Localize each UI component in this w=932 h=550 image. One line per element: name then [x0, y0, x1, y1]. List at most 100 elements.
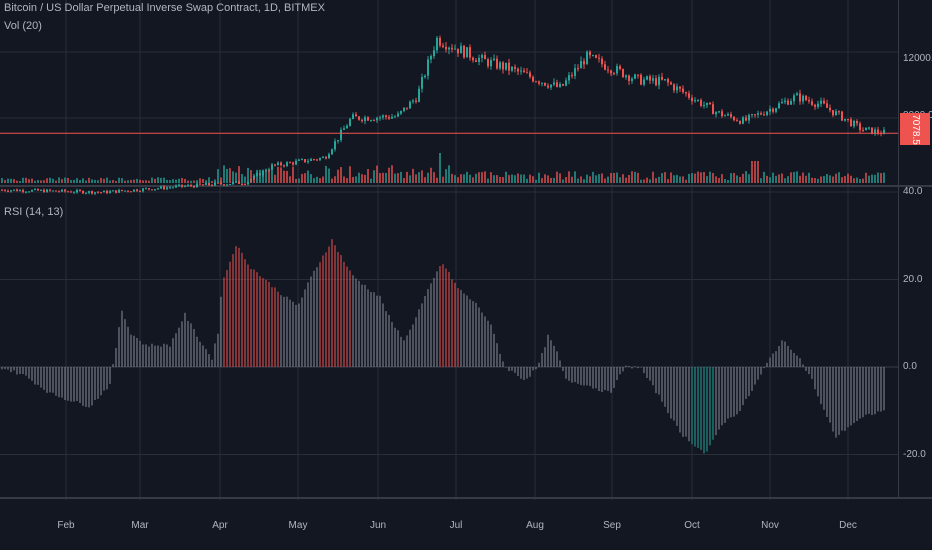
volume-bar	[37, 180, 39, 183]
candle-body	[181, 184, 183, 187]
candle-body	[292, 162, 294, 165]
volume-bar	[193, 180, 195, 183]
volume-bar	[712, 173, 714, 183]
candle-body	[721, 111, 723, 117]
volume-bar	[283, 170, 285, 183]
volume-bar	[247, 167, 249, 183]
candle-body	[688, 93, 690, 98]
volume-indicator-label[interactable]: Vol (20)	[4, 20, 42, 32]
candle-body	[112, 190, 114, 192]
candle-body	[46, 189, 48, 193]
candle-body	[295, 160, 297, 165]
volume-bar	[487, 178, 489, 183]
candle-body	[301, 159, 303, 161]
candle-body	[511, 66, 513, 71]
volume-bar	[478, 172, 480, 183]
volume-bar	[343, 176, 345, 183]
candle-body	[52, 190, 54, 192]
volume-bar	[514, 175, 516, 183]
volume-bar	[502, 177, 504, 183]
volume-bar	[79, 180, 81, 183]
candle-body	[490, 60, 492, 67]
candle-body	[31, 189, 33, 192]
candle-body	[634, 74, 636, 79]
volume-bar	[568, 171, 570, 183]
candle-body	[529, 72, 531, 77]
volume-bar	[616, 172, 618, 183]
volume-bar	[130, 179, 132, 183]
volume-bar	[181, 177, 183, 183]
volume-bar	[733, 172, 735, 183]
candle-body	[55, 190, 57, 192]
volume-bar	[67, 177, 69, 183]
volume-bar	[40, 180, 42, 183]
volume-bar	[73, 179, 75, 183]
candle-body	[367, 117, 369, 121]
candle-body	[676, 86, 678, 91]
volume-bar	[352, 176, 354, 183]
candle-body	[121, 189, 123, 191]
candle-body	[10, 190, 12, 192]
candle-body	[616, 66, 618, 74]
candle-body	[7, 190, 9, 192]
volume-bar	[304, 173, 306, 183]
candle-body	[100, 192, 102, 194]
candle-body	[163, 186, 165, 190]
candle-body	[748, 115, 750, 121]
volume-bar	[703, 172, 705, 183]
candle-body	[142, 188, 144, 192]
volume-bar	[421, 170, 423, 183]
candle-body	[214, 182, 216, 186]
volume-bar	[394, 173, 396, 183]
volume-bar	[667, 179, 669, 183]
candle-body	[61, 189, 63, 192]
volume-bar	[142, 180, 144, 183]
candle-body	[157, 188, 159, 190]
volume-bar	[316, 176, 318, 183]
volume-bar	[259, 169, 261, 183]
volume-bar	[850, 175, 852, 183]
candle-body	[88, 191, 90, 193]
volume-bar	[157, 177, 159, 183]
volume-bar	[397, 173, 399, 183]
candle-body	[703, 104, 705, 106]
candle-body	[556, 82, 558, 87]
candle-body	[193, 186, 195, 188]
candle-body	[388, 117, 390, 119]
volume-bar	[841, 177, 843, 183]
candle-body	[862, 130, 864, 132]
candle-body	[319, 157, 321, 160]
candle-body	[385, 115, 387, 118]
candle-body	[706, 102, 708, 105]
volume-bar	[826, 173, 828, 183]
candle-body	[406, 107, 408, 109]
candle-body	[661, 76, 663, 80]
candle-body	[232, 182, 234, 185]
volume-bar	[745, 171, 747, 183]
candle-body	[568, 75, 570, 81]
volume-bar	[226, 168, 228, 183]
volume-bar	[346, 178, 348, 183]
volume-bar	[592, 171, 594, 183]
candle-body	[577, 68, 579, 70]
candle-body	[220, 182, 222, 185]
volume-bar	[808, 172, 810, 183]
candle-body	[40, 189, 42, 191]
candle-body	[331, 149, 333, 155]
candle-body	[484, 54, 486, 60]
volume-bar	[406, 171, 408, 183]
candle-body	[355, 114, 357, 117]
volume-bar	[220, 177, 222, 183]
symbol-title: Bitcoin / US Dollar Perpetual Inverse Sw…	[4, 2, 325, 14]
candle-body	[151, 189, 153, 191]
time-axis-tick: Nov	[761, 520, 779, 531]
candle-body	[865, 127, 867, 131]
volume-bar	[631, 171, 633, 183]
candle-body	[373, 120, 375, 122]
rsi-indicator-label[interactable]: RSI (14, 13)	[4, 206, 64, 218]
candle-body	[496, 58, 498, 69]
candle-body	[742, 117, 744, 124]
volume-bar	[103, 178, 105, 183]
volume-bar	[823, 176, 825, 183]
